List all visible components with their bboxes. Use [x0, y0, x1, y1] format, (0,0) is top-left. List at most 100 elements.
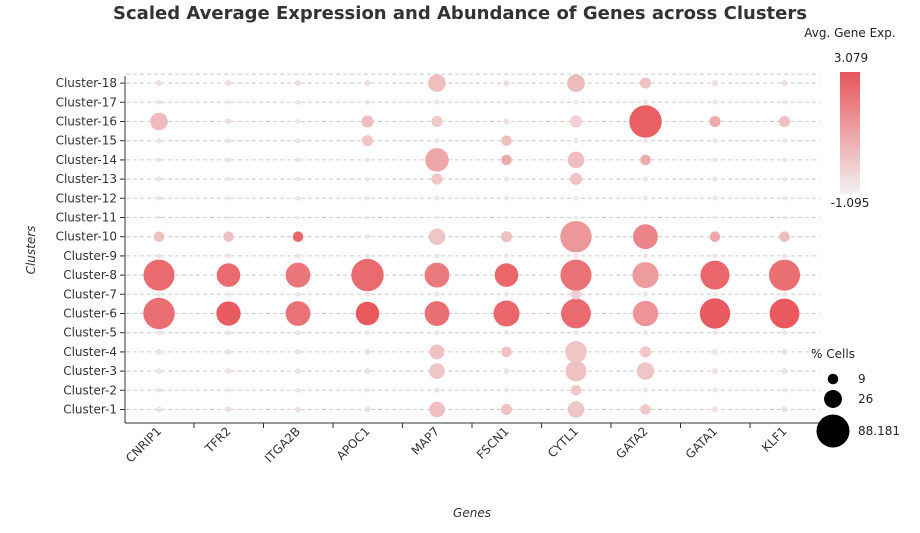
dot: [501, 346, 512, 358]
dot: [365, 99, 370, 105]
dot: [150, 112, 168, 131]
color-legend-max-label: 3.079: [834, 51, 868, 65]
dot: [573, 253, 579, 259]
dot: [295, 253, 301, 259]
dot: [223, 231, 234, 242]
dot: [365, 157, 370, 163]
dot: [782, 387, 787, 393]
dot: [500, 403, 513, 416]
dot: [295, 99, 301, 105]
dot: [294, 80, 302, 87]
size-legend-title: % Cells: [811, 347, 855, 361]
y-tick-label: Cluster-10: [56, 230, 117, 244]
color-legend-title: Avg. Gene Exp.: [804, 26, 895, 40]
x-tick-label: FSCN1: [474, 424, 512, 462]
dot: [155, 80, 163, 87]
dot: [643, 195, 648, 201]
dot: [156, 253, 162, 259]
y-tick-labels: Cluster-1 Cluster-2 Cluster-3 Cluster-4 Clus…: [56, 76, 117, 416]
dot: [226, 330, 231, 336]
dot: [567, 151, 585, 169]
dot: [712, 138, 718, 144]
dot: [434, 99, 440, 105]
dot: [636, 362, 655, 380]
dot: [712, 195, 718, 201]
y-tick-label: Cluster-18: [56, 76, 117, 90]
dot: [365, 195, 370, 201]
dot: [156, 387, 162, 393]
dot: [570, 289, 582, 300]
dot: [296, 215, 300, 220]
dot: [782, 157, 787, 163]
dot: [216, 301, 241, 326]
dot: [709, 231, 721, 242]
dot: [781, 348, 788, 355]
dot: [216, 263, 241, 287]
dot: [503, 118, 510, 125]
dot: [712, 176, 718, 182]
dot: [779, 231, 790, 242]
color-legend-min-label: -1.095: [831, 196, 870, 210]
dot: [225, 368, 232, 375]
dot: [226, 195, 231, 201]
grid-lines: [126, 73, 820, 410]
y-tick-label: Cluster-17: [56, 95, 117, 109]
dot: [712, 387, 718, 393]
dot: [643, 291, 648, 297]
dot: [782, 215, 787, 220]
color-legend: Avg. Gene Exp. 3.079 -1.095: [804, 26, 895, 210]
dot: [365, 253, 370, 259]
dot: [424, 262, 450, 288]
y-tick-label: Cluster-6: [63, 307, 117, 321]
dot: [361, 115, 374, 128]
x-tick-label: CYTL1: [545, 424, 581, 460]
dot: [570, 385, 582, 396]
dot: [429, 401, 445, 418]
chart-title: Scaled Average Expression and Abundance …: [113, 3, 807, 24]
dot: [565, 360, 587, 382]
dot: [713, 215, 717, 220]
dot: [155, 406, 163, 413]
dot: [629, 105, 662, 138]
dot: [711, 368, 719, 375]
dot: [295, 291, 301, 297]
x-tick-label: MAP7: [409, 424, 443, 458]
dot: [294, 348, 302, 355]
y-tick-label: Cluster-2: [63, 383, 117, 397]
size-legend-label: 26: [858, 392, 873, 406]
x-tick-labels: CNRIP1 TFR2 ITGA2B APOC1 MAP7 FSCN1 CYTL1 GATA2…: [123, 424, 790, 465]
dot: [429, 363, 445, 379]
y-tick-label: Cluster-11: [56, 211, 117, 225]
dot: [226, 138, 231, 144]
axes: [120, 76, 820, 428]
dot: [782, 291, 787, 297]
dot: [294, 406, 302, 413]
dot: [364, 406, 371, 413]
dot: [712, 253, 718, 259]
y-tick-label: Cluster-4: [63, 345, 117, 359]
dot: [711, 80, 719, 87]
dot: [504, 291, 509, 297]
x-axis-title: Genes: [453, 506, 491, 520]
dot: [494, 263, 519, 287]
dot: [643, 387, 648, 393]
dot: [434, 387, 440, 393]
dot: [153, 231, 165, 242]
dot: [565, 341, 587, 363]
dot: [434, 253, 440, 259]
dot: [504, 215, 509, 220]
dot: [712, 291, 718, 297]
y-tick-label: Cluster-15: [56, 134, 117, 148]
y-tick-label: Cluster-9: [63, 249, 117, 263]
dot: [643, 99, 648, 105]
dot: [573, 99, 579, 105]
dot: [429, 344, 445, 360]
x-tick-label: ITGA2B: [262, 424, 303, 465]
dot: [226, 387, 231, 393]
dot: [434, 291, 440, 297]
dot: [712, 99, 718, 105]
dot: [143, 297, 175, 330]
dot: [295, 195, 301, 201]
dot: [699, 298, 731, 329]
